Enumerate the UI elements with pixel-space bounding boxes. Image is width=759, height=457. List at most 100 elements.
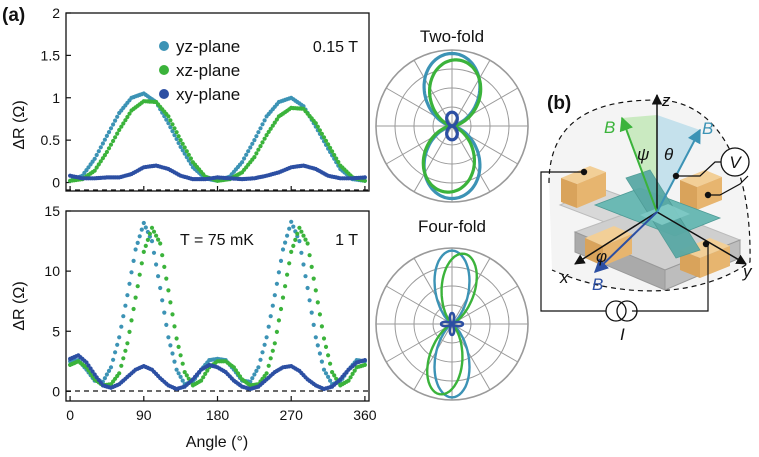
polar-two-fold bbox=[375, 49, 529, 203]
top-y-axis-label: ΔR (Ω) bbox=[11, 100, 28, 149]
data-point bbox=[135, 284, 140, 289]
data-point bbox=[111, 122, 116, 127]
data-point bbox=[143, 225, 148, 230]
data-point bbox=[268, 314, 273, 319]
top-field-label: 0.15 T bbox=[313, 39, 358, 56]
data-point bbox=[248, 145, 253, 150]
data-point bbox=[283, 240, 288, 245]
data-point bbox=[260, 122, 265, 127]
data-point bbox=[323, 344, 329, 349]
data-point bbox=[178, 138, 183, 143]
data-point bbox=[285, 272, 290, 277]
data-point bbox=[106, 146, 112, 151]
data-point bbox=[299, 229, 304, 234]
data-point bbox=[256, 365, 261, 370]
panel-b-label: (b) bbox=[547, 93, 571, 114]
data-point bbox=[317, 128, 322, 133]
data-point bbox=[139, 227, 144, 232]
bottom-field-label: 1 T bbox=[335, 232, 358, 249]
data-point bbox=[115, 131, 120, 136]
current-label: I bbox=[620, 325, 625, 344]
data-point bbox=[94, 152, 99, 158]
legend-marker-xz bbox=[159, 65, 169, 75]
data-point bbox=[162, 264, 167, 269]
data-point bbox=[166, 288, 171, 293]
z-axis-label: z bbox=[661, 91, 671, 110]
data-point bbox=[260, 140, 265, 145]
data-point bbox=[262, 118, 267, 123]
series-xy-plane bbox=[68, 163, 367, 182]
data-point bbox=[149, 225, 155, 230]
data-point bbox=[307, 253, 312, 258]
data-point bbox=[174, 130, 179, 135]
data-point bbox=[170, 312, 175, 317]
data-point bbox=[287, 226, 292, 231]
data-point bbox=[285, 233, 290, 238]
data-point bbox=[334, 156, 339, 161]
field-label-teal: B bbox=[702, 119, 713, 138]
data-point bbox=[149, 239, 155, 244]
data-point bbox=[274, 329, 279, 334]
data-point bbox=[168, 300, 173, 305]
data-point bbox=[186, 152, 191, 157]
data-point bbox=[203, 371, 208, 376]
data-point bbox=[317, 312, 322, 317]
data-point bbox=[276, 270, 281, 275]
data-point bbox=[113, 118, 118, 123]
data-point bbox=[287, 261, 292, 266]
data-point bbox=[158, 285, 163, 291]
data-point bbox=[291, 224, 296, 229]
data-point bbox=[240, 160, 245, 165]
data-point bbox=[260, 350, 265, 355]
data-point bbox=[111, 357, 116, 362]
y-tick-label: 15 bbox=[44, 203, 60, 219]
data-point bbox=[172, 359, 177, 364]
data-point bbox=[108, 126, 114, 131]
data-point bbox=[350, 371, 355, 376]
bottom-y-axis-label: ΔR (Ω) bbox=[11, 281, 28, 330]
data-point bbox=[156, 274, 161, 279]
bottom-chart: 0 5 10 15 0 90 180 270 360 ΔR (Ω) Angle (°) 1 T… bbox=[11, 203, 377, 451]
data-point bbox=[311, 322, 316, 327]
x-tick-label: 270 bbox=[280, 407, 304, 423]
data-point bbox=[252, 138, 257, 143]
data-point bbox=[264, 371, 269, 376]
data-point bbox=[178, 144, 183, 149]
current-wire bbox=[632, 244, 709, 312]
data-point bbox=[250, 376, 255, 381]
data-point bbox=[176, 371, 181, 376]
y-tick-label: 0 bbox=[52, 175, 60, 191]
x-tick-label: 0 bbox=[66, 407, 74, 423]
legend-label-yz: yz-plane bbox=[176, 37, 240, 56]
data-point bbox=[147, 231, 152, 236]
data-point bbox=[172, 133, 177, 138]
data-point bbox=[127, 281, 132, 286]
data-point bbox=[188, 156, 193, 161]
data-point bbox=[242, 156, 247, 161]
data-point bbox=[178, 353, 183, 358]
data-point bbox=[182, 370, 187, 375]
voltmeter-label: V bbox=[729, 153, 742, 172]
data-point bbox=[326, 142, 331, 147]
data-point bbox=[117, 335, 122, 340]
polar-trace bbox=[421, 58, 483, 194]
data-point bbox=[313, 288, 318, 293]
psi-label: ψ bbox=[637, 145, 649, 164]
data-point bbox=[266, 129, 271, 134]
data-point bbox=[119, 124, 124, 129]
data-point bbox=[113, 350, 118, 355]
data-point bbox=[102, 137, 107, 142]
data-point bbox=[254, 151, 259, 156]
series-xz-plane bbox=[68, 225, 367, 388]
data-point bbox=[291, 243, 296, 248]
data-point bbox=[92, 168, 97, 173]
data-point bbox=[328, 378, 333, 383]
data-point bbox=[323, 138, 329, 143]
data-point bbox=[244, 152, 249, 157]
data-point bbox=[178, 374, 183, 379]
data-point bbox=[250, 141, 255, 146]
legend-marker-xy bbox=[159, 89, 169, 99]
top-data-points bbox=[68, 91, 367, 183]
data-point bbox=[104, 149, 109, 155]
polar-series-xy-plane bbox=[445, 110, 459, 142]
